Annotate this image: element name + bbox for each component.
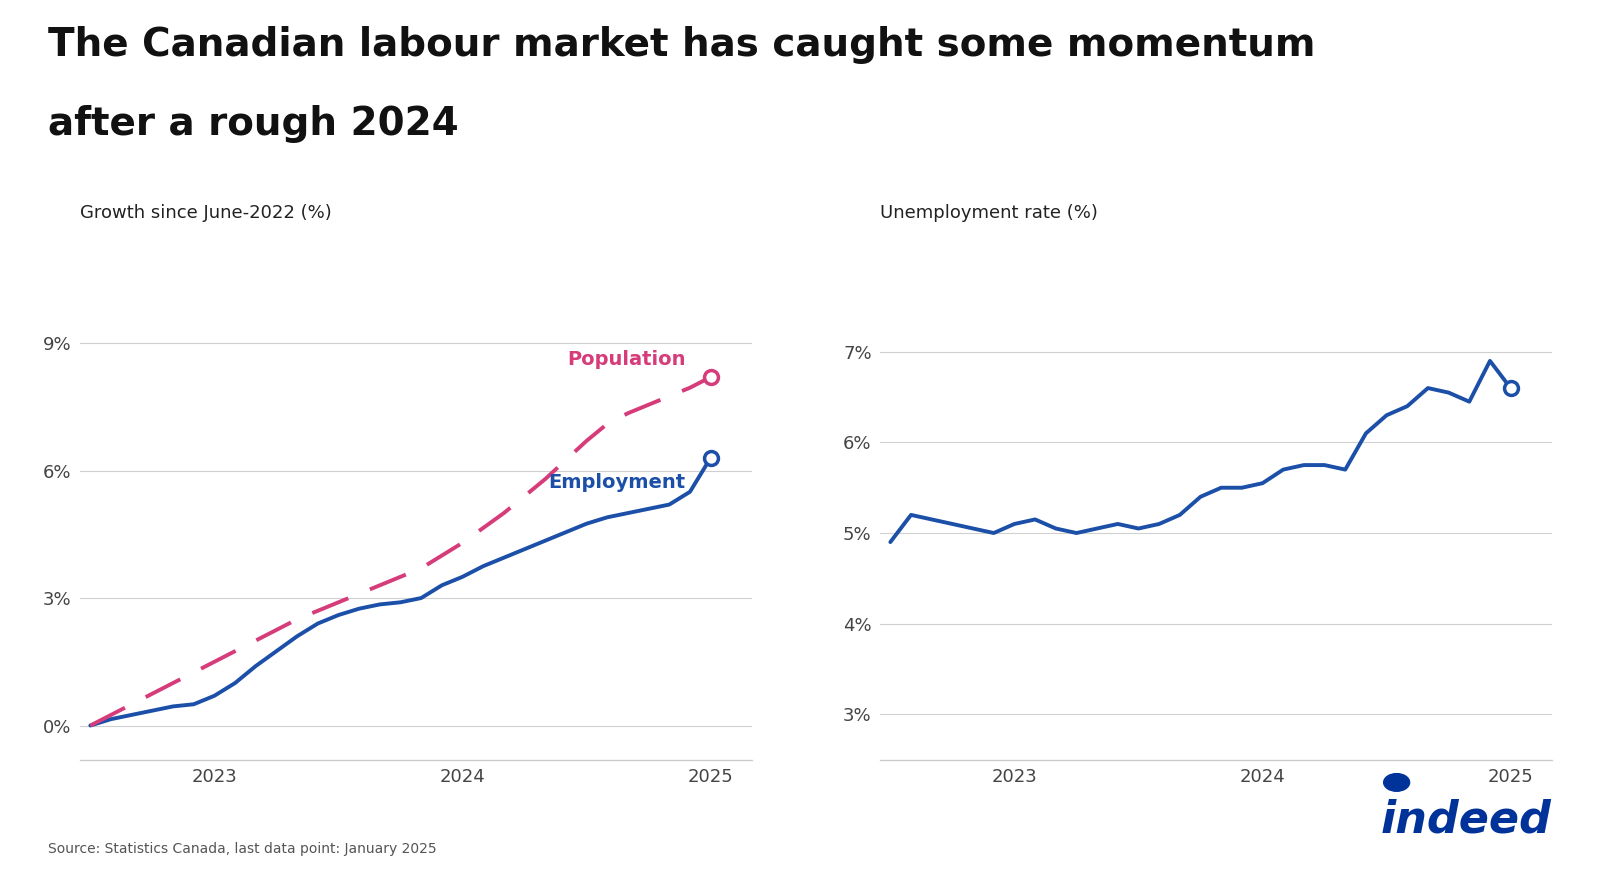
Text: indeed: indeed	[1381, 798, 1552, 842]
Text: Source: Statistics Canada, last data point: January 2025: Source: Statistics Canada, last data poi…	[48, 842, 437, 856]
Text: after a rough 2024: after a rough 2024	[48, 105, 459, 143]
Text: Population: Population	[568, 349, 686, 368]
Circle shape	[1384, 773, 1410, 791]
Text: Unemployment rate (%): Unemployment rate (%)	[880, 203, 1098, 222]
Text: Employment: Employment	[549, 472, 686, 491]
Text: The Canadian labour market has caught some momentum: The Canadian labour market has caught so…	[48, 26, 1315, 65]
Text: Growth since June-2022 (%): Growth since June-2022 (%)	[80, 203, 331, 222]
